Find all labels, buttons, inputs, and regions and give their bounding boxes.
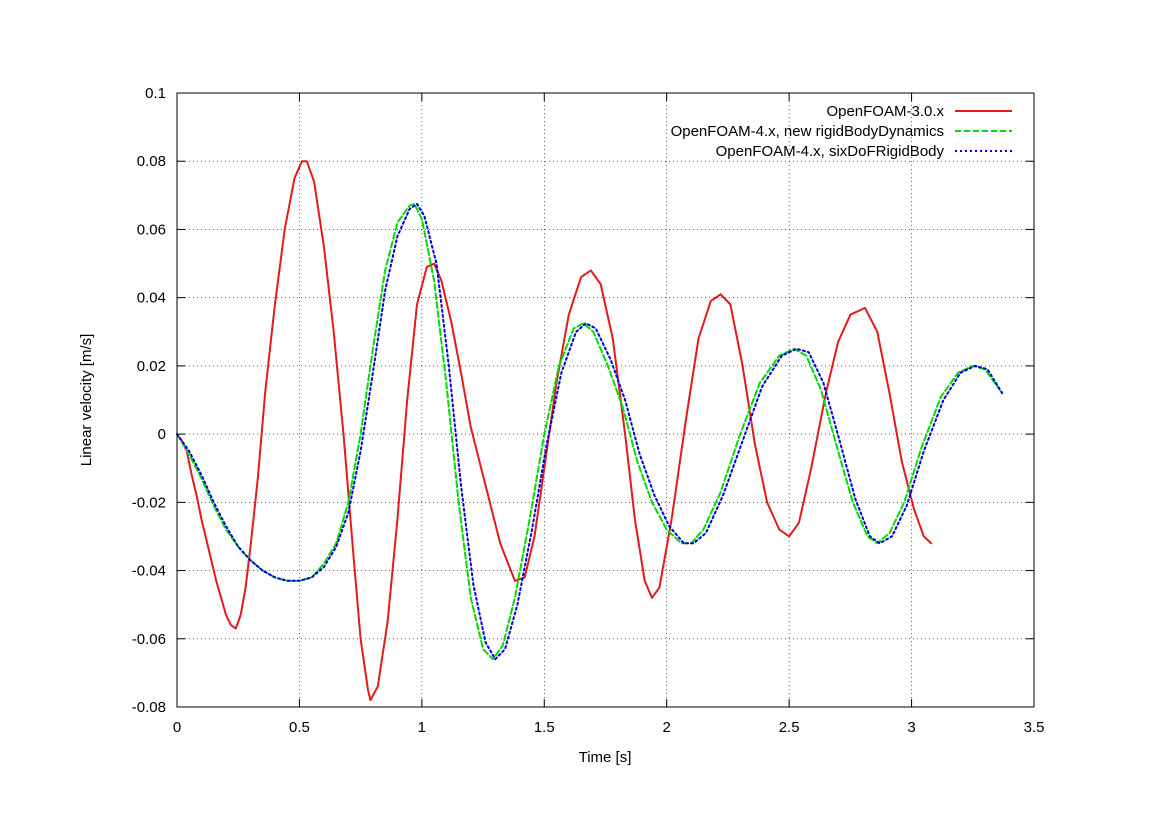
x-tick-label: 2 <box>663 719 671 736</box>
y-tick-label: -0.06 <box>132 631 166 648</box>
x-axis-ticks: 0 0.5 1 1.5 2 2.5 3 3.5 <box>173 93 1045 736</box>
y-tick-label: 0.04 <box>137 290 166 307</box>
x-tick-label: 2.5 <box>779 719 800 736</box>
y-tick-label: 0.08 <box>137 153 166 170</box>
series-group <box>176 160 1004 702</box>
x-tick-label: 1 <box>418 719 426 736</box>
y-axis-title: Linear velocity [m/s] <box>78 334 95 467</box>
y-axis-ticks: -0.08 -0.06 -0.04 -0.02 0 0.02 0.04 0.06 0.08 0.1 <box>132 85 1034 716</box>
plot-frame <box>176 92 1035 708</box>
y-tick-label: -0.04 <box>132 563 166 580</box>
x-tick-label: 0 <box>173 719 181 736</box>
legend-label-series-2: OpenFOAM-4.x, new rigidBodyDynamics <box>671 123 944 140</box>
x-tick-label: 1.5 <box>534 719 555 736</box>
x-tick-label: 3 <box>907 719 915 736</box>
series-line-1 <box>176 160 933 702</box>
y-tick-label: 0.1 <box>145 85 166 102</box>
y-tick-label: 0 <box>158 426 166 443</box>
y-tick-label: -0.02 <box>132 494 166 511</box>
series-line-3 <box>176 202 1004 661</box>
grid <box>177 93 1034 707</box>
y-tick-label: -0.08 <box>132 699 166 716</box>
series-line-2 <box>176 202 1001 661</box>
x-tick-label: 3.5 <box>1024 719 1045 736</box>
legend-label-series-3: OpenFOAM-4.x, sixDoFRigidBody <box>716 143 945 160</box>
legend: OpenFOAM-3.0.x OpenFOAM-4.x, new rigidBo… <box>671 103 1012 160</box>
y-tick-label: 0.06 <box>137 221 166 238</box>
legend-label-series-1: OpenFOAM-3.0.x <box>826 103 944 120</box>
x-tick-label: 0.5 <box>289 719 310 736</box>
x-axis-title: Time [s] <box>579 749 632 766</box>
y-tick-label: 0.02 <box>137 358 166 375</box>
